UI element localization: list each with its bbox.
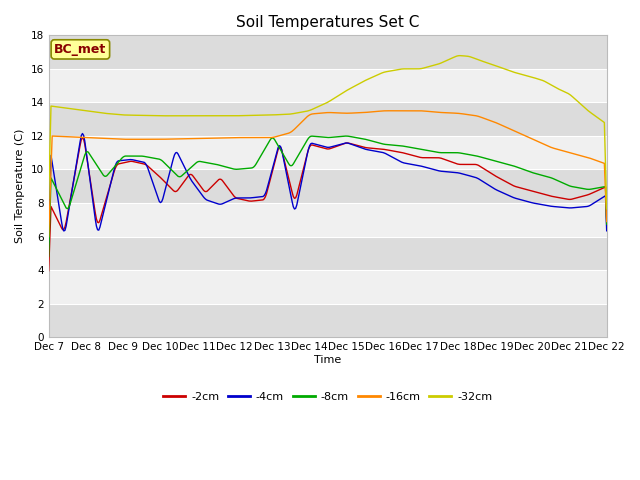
Bar	[49, 169, 607, 203]
X-axis label: Time: Time	[314, 355, 341, 365]
Title: Soil Temperatures Set C: Soil Temperatures Set C	[236, 15, 419, 30]
Bar	[49, 270, 607, 303]
Y-axis label: Soil Temperature (C): Soil Temperature (C)	[15, 129, 25, 243]
Bar	[49, 69, 607, 102]
Legend: -2cm, -4cm, -8cm, -16cm, -32cm: -2cm, -4cm, -8cm, -16cm, -32cm	[159, 388, 497, 407]
Bar	[49, 237, 607, 270]
Text: BC_met: BC_met	[54, 43, 106, 56]
Bar	[49, 102, 607, 136]
Bar	[49, 136, 607, 169]
Bar	[49, 36, 607, 69]
Bar	[49, 203, 607, 237]
Bar	[49, 303, 607, 337]
